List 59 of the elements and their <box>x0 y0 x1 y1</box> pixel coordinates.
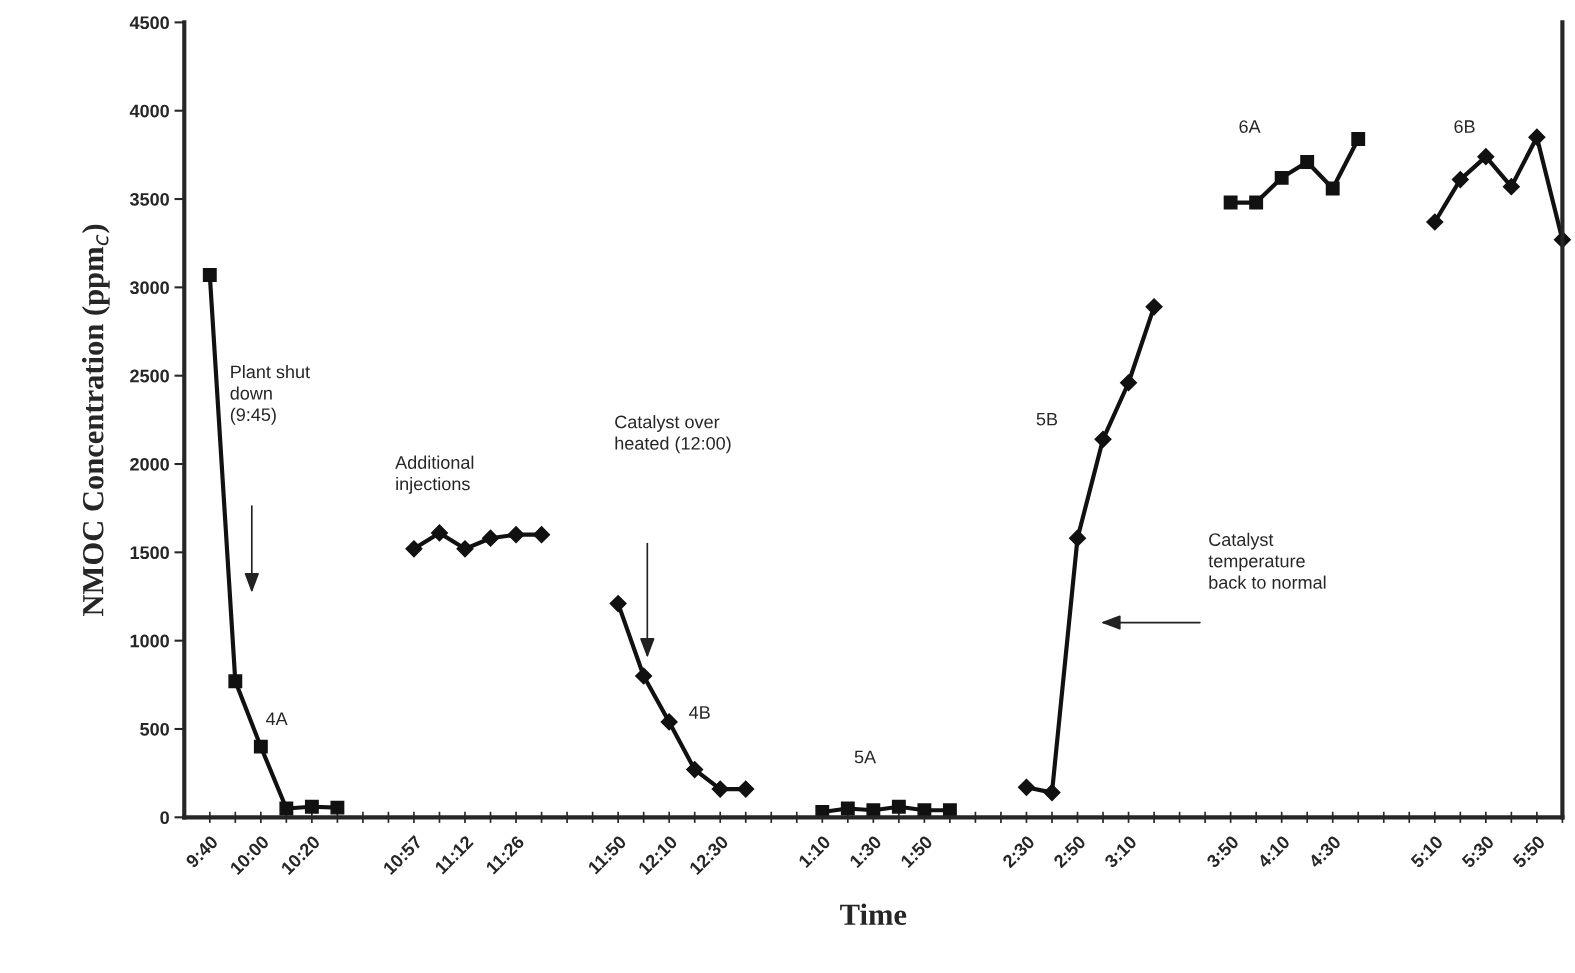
point <box>1017 778 1036 796</box>
y-tick-label: 3500 <box>129 192 169 206</box>
point <box>891 799 906 814</box>
point <box>1249 195 1264 210</box>
point <box>711 780 729 798</box>
annotation: 6A <box>1239 120 1261 133</box>
point <box>1300 154 1315 169</box>
point <box>304 799 319 814</box>
point <box>330 800 345 815</box>
point <box>686 761 704 779</box>
y-tick-label: 3000 <box>129 281 169 295</box>
y-tick-label: 2500 <box>130 369 169 383</box>
point <box>609 595 627 613</box>
y-axis-title: NMOC Concentration (ppm$_{c}$) <box>81 224 110 616</box>
point <box>405 540 423 558</box>
point <box>456 540 474 558</box>
annotation: Plant shut down (9:45) <box>230 365 310 425</box>
annotation: 4A <box>265 712 288 726</box>
point <box>1477 148 1495 166</box>
annotation: 6B <box>1454 120 1475 133</box>
point <box>1119 374 1138 392</box>
point <box>1351 132 1366 146</box>
y-tick-label: 2000 <box>130 457 169 471</box>
annotation: Catalyst over heated (12:00) <box>615 415 731 454</box>
y-tick-label: 1000 <box>130 634 169 648</box>
point <box>1145 298 1163 316</box>
annotation: 4B <box>689 706 710 719</box>
y-tick-label: 4000 <box>129 104 169 118</box>
point <box>1426 213 1444 231</box>
point <box>430 524 449 542</box>
point <box>202 268 217 282</box>
annotation: Additional injections <box>395 455 474 494</box>
annotation: 5B <box>1036 412 1058 426</box>
point <box>1223 195 1238 210</box>
point <box>228 674 243 689</box>
y-tick-label: 1500 <box>130 546 169 560</box>
point <box>1068 529 1087 547</box>
x-axis-title: Time <box>840 903 907 926</box>
point <box>1528 128 1546 146</box>
point <box>279 801 294 816</box>
y-tick-label: 500 <box>140 722 169 736</box>
point <box>660 713 678 731</box>
point <box>1451 171 1469 189</box>
point <box>1274 170 1289 185</box>
point <box>533 526 551 544</box>
point <box>507 526 525 544</box>
point <box>635 667 653 685</box>
point <box>481 529 500 547</box>
point <box>1325 181 1340 196</box>
point <box>1043 784 1061 802</box>
y-tick-label: 0 <box>160 811 169 825</box>
point <box>1502 178 1520 196</box>
annotation: 5A <box>854 750 877 764</box>
point <box>840 801 855 816</box>
point <box>737 780 755 798</box>
y-tick-label: 4500 <box>129 16 169 30</box>
point <box>253 739 268 754</box>
point <box>1094 430 1112 448</box>
annotation: Catalyst temperature back to normal <box>1208 532 1326 589</box>
